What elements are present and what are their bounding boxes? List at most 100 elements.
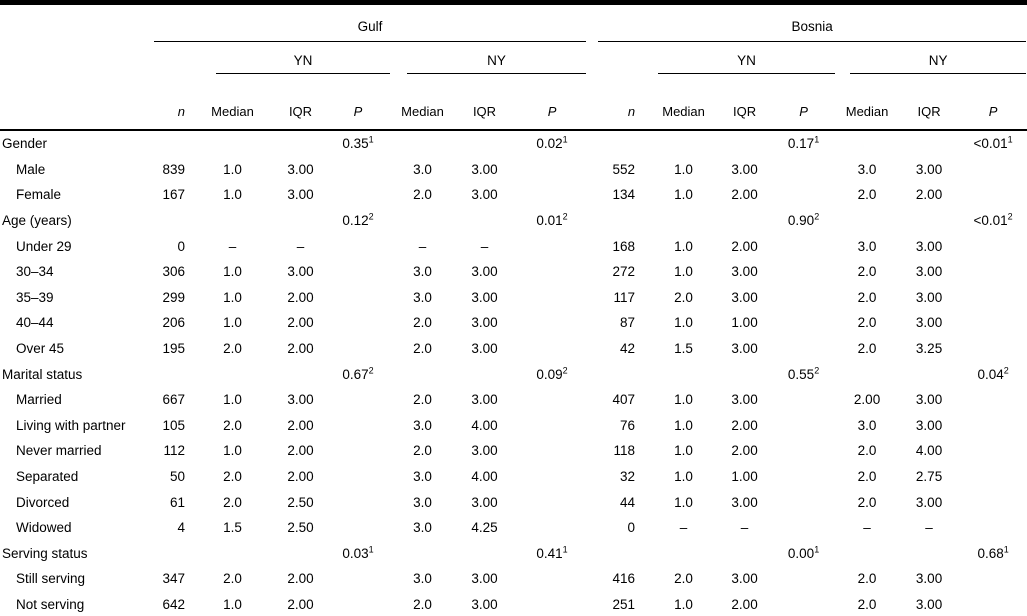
cell-n: 299 <box>162 289 185 305</box>
cell-iqr <box>899 130 959 157</box>
footnote-marker: 1 <box>814 544 820 555</box>
cell-median: 1.0 <box>674 443 693 459</box>
row-label: Never married <box>16 443 102 459</box>
cell-iqr: 1.00 <box>731 315 758 331</box>
p-value: 0.35 <box>342 136 369 152</box>
cell-p <box>772 438 835 464</box>
cell-n: 117 <box>613 289 636 305</box>
cell-p <box>326 413 390 439</box>
footnote-marker: 2 <box>368 365 374 376</box>
cell-iqr: 2.00 <box>287 596 314 612</box>
cell-n: 552 <box>612 161 636 177</box>
cell-iqr <box>275 208 326 234</box>
table-row: 40–44 206 1.0 2.00 2.0 3.00 87 1.0 1.00 2.0 3.00 <box>0 310 1027 336</box>
cell-iqr <box>899 541 959 567</box>
cell-median: 1.0 <box>223 596 242 612</box>
cell-p <box>959 592 1027 616</box>
cell-median: 1.5 <box>674 341 693 357</box>
cell-iqr <box>899 208 959 234</box>
cell-median: 2.0 <box>413 315 432 331</box>
subgroup-header-row: YN NY YN NY <box>0 42 1027 74</box>
row-label: Widowed <box>16 520 72 536</box>
cell-p <box>326 310 390 336</box>
p-value: 0.90 <box>787 213 815 229</box>
cell-iqr: 3.00 <box>915 494 943 510</box>
cell-p <box>514 566 590 592</box>
cell-p <box>514 438 590 464</box>
cell-n <box>590 361 650 387</box>
cell-p: 0.122 <box>326 208 390 234</box>
cell-n: 4 <box>177 520 185 536</box>
cell-n: 0 <box>627 520 636 536</box>
header-spacer <box>0 74 150 131</box>
subgroup-header-gulf-yn: YN <box>190 42 390 74</box>
cell-p <box>772 310 835 336</box>
cell-median: 1.0 <box>674 596 693 612</box>
cell-p <box>959 566 1027 592</box>
cell-p <box>772 182 835 208</box>
cell-median: – <box>863 520 871 536</box>
row-label: Male <box>16 161 46 177</box>
cell-p <box>514 233 590 259</box>
group-label-gulf: Gulf <box>357 19 383 34</box>
cell-n: 32 <box>620 469 636 485</box>
cell-n: 306 <box>162 264 185 280</box>
cell-median: 3.0 <box>857 417 877 433</box>
cell-iqr: 3.00 <box>287 161 314 177</box>
cell-n <box>150 130 190 157</box>
cell-median: 2.0 <box>223 341 242 357</box>
cell-p: 0.171 <box>772 130 835 157</box>
p-value: 0.00 <box>787 545 815 561</box>
cell-p <box>326 157 390 183</box>
group-label-bosnia: Bosnia <box>791 19 833 34</box>
cell-iqr: 3.00 <box>471 289 498 305</box>
cell-p <box>514 464 590 490</box>
cell-iqr: 3.00 <box>471 494 498 510</box>
cell-iqr: 3.00 <box>731 494 758 510</box>
row-label: Under 29 <box>16 238 72 254</box>
row-label: 35–39 <box>16 289 54 305</box>
cell-p <box>959 387 1027 413</box>
cell-iqr: 4.00 <box>915 443 943 459</box>
table-row: Separated 50 2.0 2.00 3.0 4.00 32 1.0 1.00 2.0 2.7… <box>0 464 1027 490</box>
cell-median: 3.0 <box>413 520 432 536</box>
cell-iqr: 2.00 <box>287 417 314 433</box>
cell-n: 195 <box>162 341 185 357</box>
subgroup-label: YN <box>737 53 756 68</box>
cell-iqr: 3.00 <box>731 161 758 177</box>
cell-p <box>959 489 1027 515</box>
cell-median: 1.0 <box>223 315 242 331</box>
cell-median: 1.0 <box>223 289 242 305</box>
subgroup-header-bosnia-ny: NY <box>835 42 1027 74</box>
cell-median: 3.0 <box>413 469 432 485</box>
cell-n: 642 <box>162 596 185 612</box>
cell-iqr: 3.00 <box>287 392 314 408</box>
cell-iqr <box>455 208 514 234</box>
cell-iqr: 1.00 <box>731 469 758 485</box>
cell-p <box>959 157 1027 183</box>
cell-n <box>590 208 650 234</box>
cell-p <box>959 182 1027 208</box>
cell-median: 3.0 <box>413 264 432 280</box>
cell-iqr: 2.00 <box>731 238 758 254</box>
cell-iqr: 2.00 <box>287 469 314 485</box>
cell-median: – <box>228 238 237 254</box>
cell-p <box>326 566 390 592</box>
cell-n: 407 <box>612 392 636 408</box>
cell-median: 2.0 <box>413 187 432 203</box>
header-spacer <box>590 42 650 74</box>
group-header-row: Gulf Bosnia <box>0 3 1027 42</box>
cell-median: 2.0 <box>857 571 877 587</box>
col-header-median: Median <box>835 74 900 131</box>
cell-median: 1.0 <box>223 392 242 408</box>
cell-median: 2.0 <box>857 187 877 203</box>
cell-iqr: 3.00 <box>731 571 758 587</box>
row-label: 30–34 <box>16 264 54 280</box>
table-row: 30–34 306 1.0 3.00 3.0 3.00 272 1.0 3.00 2.0 3.00 <box>0 259 1027 285</box>
cell-median: 1.0 <box>674 187 693 203</box>
header-spacer <box>0 42 150 74</box>
cell-n: 272 <box>612 264 636 280</box>
cell-p: 0.411 <box>514 541 590 567</box>
row-label: Marital status <box>2 366 83 382</box>
cell-median: 1.0 <box>674 417 693 433</box>
